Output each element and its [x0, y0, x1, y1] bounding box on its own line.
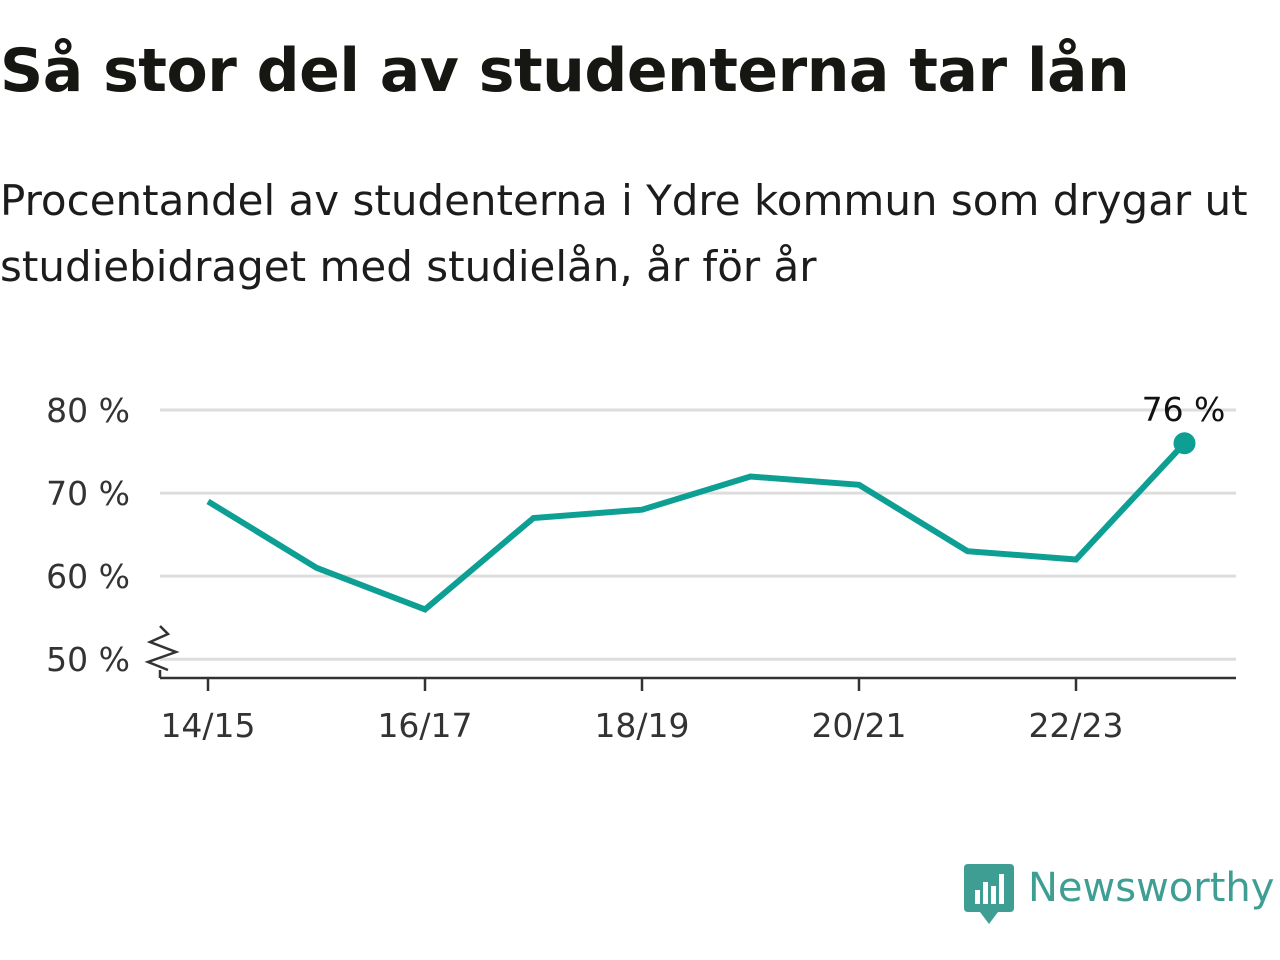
x-tick-label: 22/23 [1028, 706, 1123, 745]
x-tick-label: 16/17 [377, 706, 472, 745]
chart-title: Så stor del av studenterna tar lån [0, 36, 1130, 106]
x-tick-label: 14/15 [160, 706, 255, 745]
y-axis-break-icon [144, 625, 180, 672]
y-tick-label: 50 % [46, 640, 130, 679]
y-tick-label: 60 % [46, 557, 130, 596]
chart-subtitle: Procentandel av studenterna i Ydre kommu… [0, 176, 1248, 291]
y-tick-label: 80 % [46, 391, 130, 430]
y-tick-label: 70 % [46, 474, 130, 513]
x-tick-label: 20/21 [811, 706, 906, 745]
series-line-0 [206, 441, 1187, 613]
newsworthy-logo-icon [964, 864, 1014, 924]
endpoint-marker [1173, 432, 1196, 455]
x-tick-label: 18/19 [594, 706, 689, 745]
brand-name: Newsworthy [1028, 865, 1275, 911]
endpoint-label: 76 % [1142, 390, 1226, 429]
brand-logo: Newsworthy [964, 864, 1274, 924]
